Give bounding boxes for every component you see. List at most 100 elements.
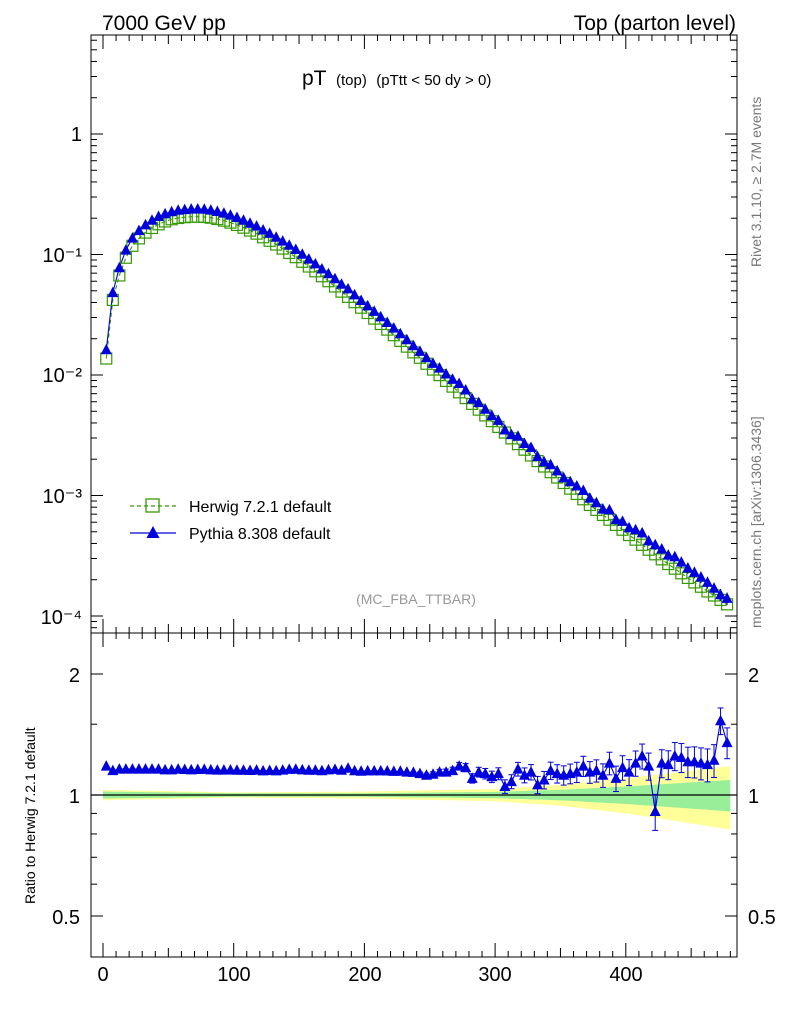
xtick-label: 0 (97, 964, 108, 986)
ratio-point (532, 778, 544, 790)
open-square-marker-icon (145, 498, 160, 513)
pythia-point (303, 253, 315, 264)
pythia-point (519, 437, 531, 449)
ratio-point (623, 766, 635, 777)
legend-entry-pythia: Pythia 8.308 default (130, 526, 331, 543)
main-panel: 10⁻⁴ 10⁻³ 10⁻² 10⁻¹ 1 (41, 34, 738, 634)
main-ytick-label: 10⁻³ (43, 486, 83, 508)
ratio-point (571, 766, 583, 777)
main-ytick-label: 10⁻¹ (43, 245, 83, 267)
ratio-uncertainty-band-inner (103, 779, 731, 812)
ratio-point (688, 755, 700, 767)
ratio-point (453, 760, 465, 771)
ratio-ytick-label-left: 1 (69, 786, 80, 808)
pythia-point (460, 384, 472, 395)
title-main: pT (302, 67, 327, 90)
pythia-point (577, 484, 589, 496)
ratio-point (473, 766, 485, 777)
pythia-point (283, 239, 295, 250)
header-left: 7000 GeV pp (102, 12, 226, 35)
pythia-point (251, 220, 263, 231)
pythia-point (244, 217, 256, 228)
ratio-point (447, 764, 459, 776)
main-ticks (91, 35, 737, 633)
pythia-point (551, 464, 563, 476)
pythia-point (675, 556, 687, 567)
ratio-point (590, 764, 602, 776)
pythia-point (375, 310, 387, 322)
ratio-point (610, 772, 622, 783)
pythia-point (453, 377, 465, 389)
pythia-point (505, 428, 517, 440)
pythia-point (512, 430, 524, 441)
ratio-point (603, 757, 615, 768)
pythia-point (420, 351, 432, 363)
pythia-point (427, 357, 439, 368)
ratio-point (407, 766, 419, 777)
ratio-point (394, 765, 406, 776)
pythia-point (649, 538, 661, 550)
pythia-point (525, 441, 537, 453)
ratio-point (414, 767, 426, 779)
ratio-point (153, 763, 165, 774)
analysis-watermark: (MC_FBA_TTBAR) (356, 591, 476, 607)
ratio-point (617, 761, 629, 773)
legend-entry-herwig: Herwig 7.2.1 default (130, 498, 332, 516)
main-y-tick-labels: 10⁻⁴ 10⁻³ 10⁻² 10⁻¹ 1 (41, 124, 83, 629)
ratio-uncertainty-band-outer (103, 766, 731, 830)
pythia-point (211, 205, 223, 217)
pythia-point (466, 393, 478, 404)
main-data-layer (100, 203, 734, 611)
pythia-point (316, 262, 328, 274)
xtick-label: 300 (478, 964, 511, 986)
ratio-point (708, 754, 720, 765)
pythia-point (133, 224, 145, 236)
pythia-point (296, 248, 308, 259)
ratio-point (701, 758, 713, 770)
header-right: Top (parton level) (574, 12, 736, 35)
mcplots-label: mcplots.cern.ch [arXiv:1306.3436] (748, 416, 764, 628)
pythia-point (407, 339, 419, 351)
ratio-point (675, 751, 687, 762)
ratio-point (538, 773, 550, 785)
ratio-panel: 0.5 1 2 0.5 1 2 Ratio to Herwig 7.2.1 de… (22, 632, 776, 958)
ratio-point (492, 767, 504, 779)
pythia-point (590, 496, 602, 508)
ratio-y-tick-labels: 0.5 1 2 0.5 1 2 (52, 665, 776, 929)
pythia-point (113, 261, 125, 273)
ratio-ytick-label-right: 1 (748, 786, 759, 808)
pythia-point (636, 526, 648, 538)
pythia-point (362, 299, 374, 311)
ratio-ytick-label-left: 2 (69, 665, 80, 687)
ratio-point (342, 762, 354, 773)
pythia-point (630, 523, 642, 535)
pythia-point (257, 224, 269, 235)
pythia-point (558, 471, 570, 483)
legend-label-herwig: Herwig 7.2.1 default (189, 499, 332, 516)
pythia-point (695, 571, 707, 582)
main-ytick-label: 1 (71, 124, 82, 146)
ratio-point (100, 760, 112, 771)
pythia-point (126, 232, 138, 243)
pythia-point (270, 231, 282, 242)
pythia-point (342, 282, 354, 294)
pythia-point (610, 513, 622, 525)
pythia-point (584, 492, 596, 503)
ratio-point (649, 805, 661, 816)
x-tick-labels: 0 100 200 300 400 (97, 964, 642, 986)
ratio-point (545, 764, 557, 776)
ratio-point (466, 772, 478, 783)
legend-label-pythia: Pythia 8.308 default (189, 526, 331, 543)
ratio-ytick-label-left: 0.5 (52, 907, 80, 929)
pythia-point (434, 362, 446, 373)
ratio-point (662, 758, 674, 770)
pythia-point (662, 549, 674, 560)
pythia-point (336, 278, 348, 289)
pythia-point (447, 373, 459, 384)
pythia-point (440, 367, 452, 379)
ratio-point (499, 780, 511, 791)
pythia-point (329, 272, 341, 284)
legend: Herwig 7.2.1 default Pythia 8.308 defaul… (130, 498, 332, 543)
